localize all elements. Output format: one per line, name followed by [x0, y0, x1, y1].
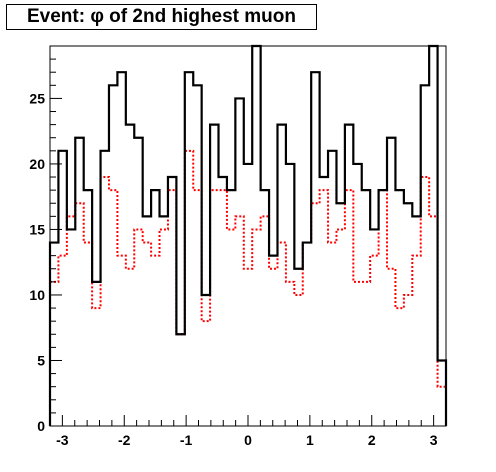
x-tick-label: 2	[368, 432, 376, 448]
x-tick-label: -1	[180, 432, 193, 448]
series-line-solid	[48, 44, 448, 426]
y-tick-label: 5	[37, 352, 45, 368]
y-tick-label: 15	[29, 221, 45, 237]
y-tick-label: 20	[29, 156, 45, 172]
y-tick-label: 10	[29, 287, 45, 303]
x-tick-label: 0	[244, 432, 252, 448]
x-tick-label: -3	[56, 432, 69, 448]
x-tick-label: 3	[430, 432, 438, 448]
y-tick-label: 0	[37, 418, 45, 434]
series-line-dotted	[49, 149, 447, 426]
x-tick-label: -2	[118, 432, 131, 448]
x-tick-label: 1	[306, 432, 314, 448]
chart-title: Event: φ of 2nd highest muon	[26, 6, 297, 27]
y-tick-label: 25	[29, 90, 45, 106]
chart-title-box: Event: φ of 2nd highest muon	[6, 4, 317, 30]
